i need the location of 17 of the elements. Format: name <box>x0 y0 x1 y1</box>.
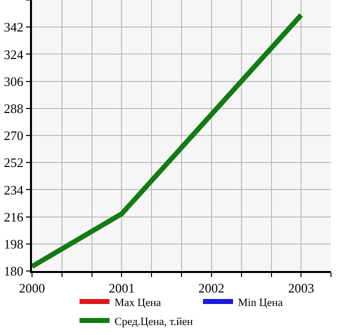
x-tick-label: 2001 <box>108 280 135 296</box>
y-tick-label: 252 <box>4 155 24 170</box>
x-tick-label: 2000 <box>19 280 45 296</box>
legend-label: Сред.Цена, т.йен <box>114 316 194 328</box>
legend-label: Max Цена <box>114 296 162 309</box>
legend-label: Min Цена <box>238 296 283 309</box>
y-tick-label: 198 <box>4 236 24 252</box>
y-tick-label: 324 <box>4 46 24 62</box>
y-tick-label: 180 <box>4 264 24 279</box>
y-tick-label: 270 <box>4 128 24 144</box>
y-tick-label: 234 <box>4 182 24 198</box>
x-tick-label: 2003 <box>288 280 314 296</box>
y-tick-label: 342 <box>4 20 24 35</box>
x-tick-label: 2002 <box>198 280 224 296</box>
y-tick-label: 306 <box>4 74 24 89</box>
y-tick-label: 288 <box>4 100 24 116</box>
y-tick-label: 216 <box>4 209 24 224</box>
